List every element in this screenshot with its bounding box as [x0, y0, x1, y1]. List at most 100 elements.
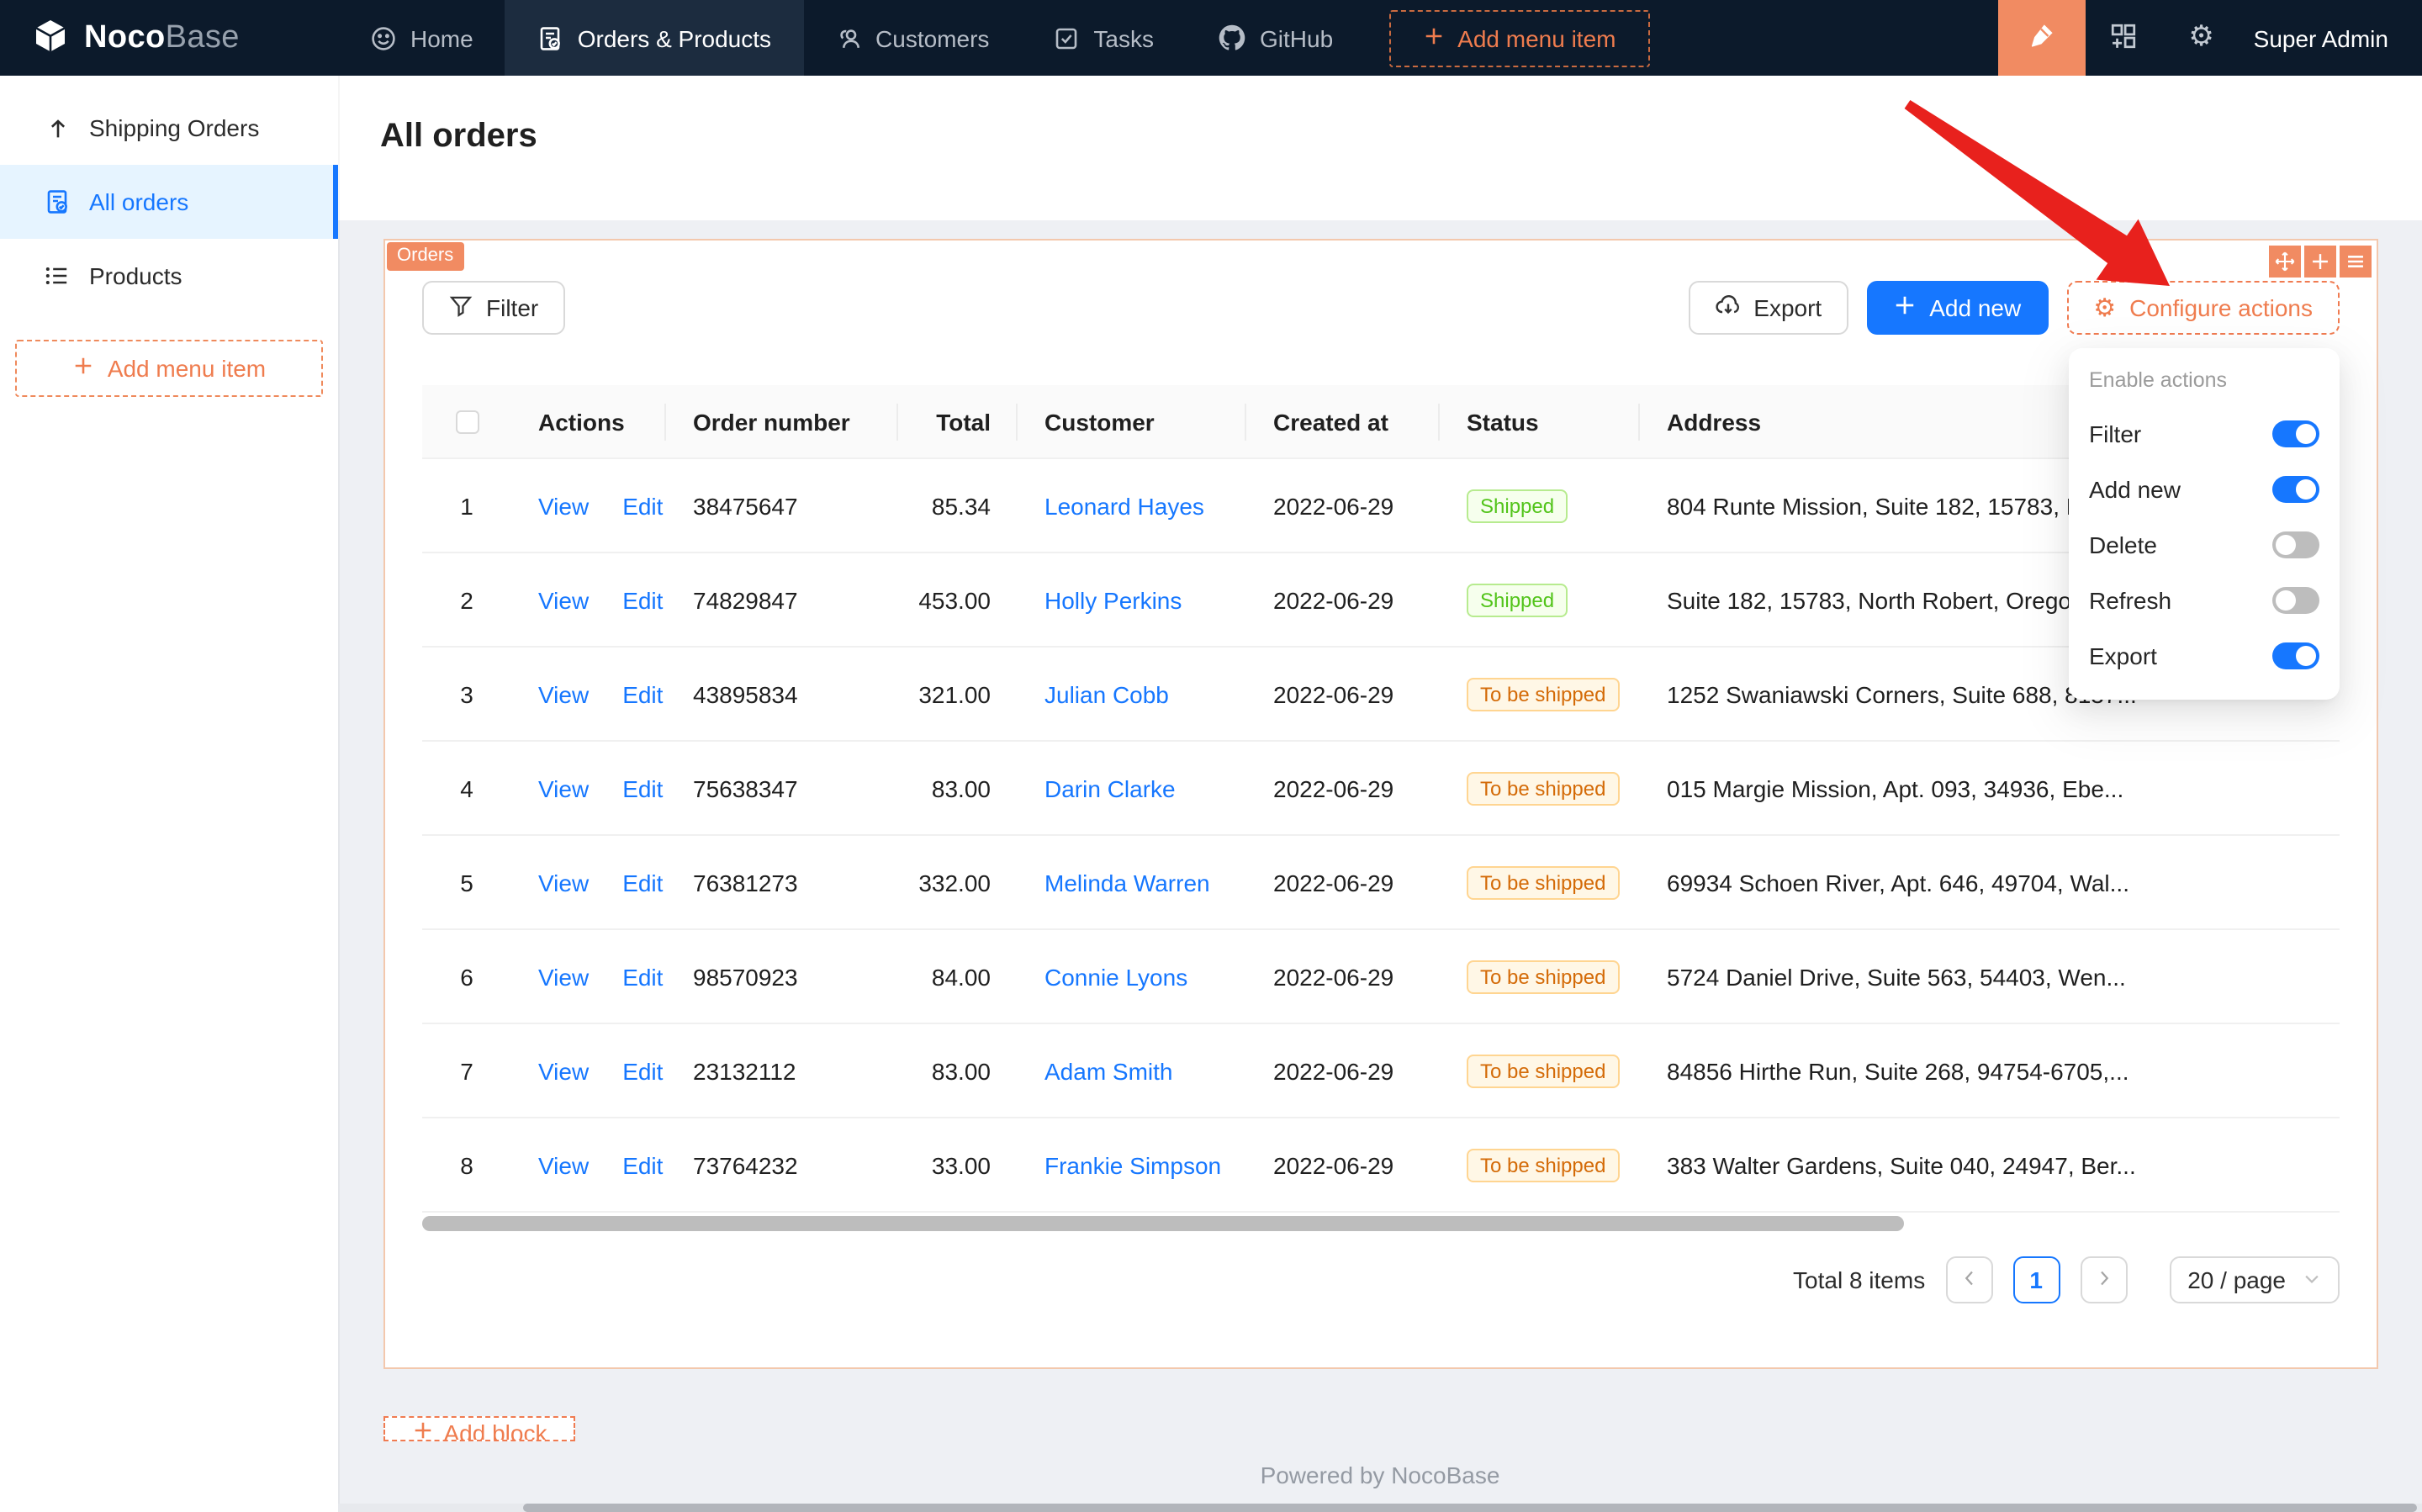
- orders-table-block: Orders Filter Export: [383, 239, 2378, 1369]
- add-new-button[interactable]: Add new: [1867, 281, 2049, 335]
- table-row: 8 View Edit 73764232 33.00 Frankie Simpson 202…: [422, 1118, 2340, 1213]
- customer-link[interactable]: Julian Cobb: [1044, 680, 1169, 707]
- block-settings-menu-icon[interactable]: [2340, 246, 2372, 278]
- header-cell-actions: Actions: [511, 403, 666, 440]
- nav-item-customers[interactable]: Customers: [803, 0, 1021, 76]
- cell-address: 1252 Swaniawski Corners, Suite 688, 8137…: [1667, 680, 2137, 707]
- customer-link[interactable]: Darin Clarke: [1044, 775, 1176, 801]
- table-header-row: Actions Order number Total Customer Created …: [422, 385, 2340, 459]
- toggle-delete[interactable]: [2272, 531, 2319, 558]
- header-cell-address: Address: [1667, 408, 1762, 435]
- view-link[interactable]: View: [538, 775, 590, 801]
- configure-actions-button[interactable]: ⚙ Configure actions: [2066, 281, 2340, 335]
- view-link[interactable]: View: [538, 680, 590, 707]
- plus-icon: [412, 1418, 434, 1440]
- row-actions: View Edit: [511, 680, 666, 707]
- status-badge: Shipped: [1467, 489, 1568, 522]
- cell-created-at: 2022-06-29: [1273, 775, 1394, 801]
- pen-icon: [2028, 21, 2056, 55]
- configure-actions-label: Configure actions: [2129, 294, 2313, 321]
- customer-link[interactable]: Leonard Hayes: [1044, 492, 1204, 519]
- status-badge: To be shipped: [1467, 960, 1620, 993]
- dropdown-item-add-new[interactable]: Add new: [2069, 461, 2340, 516]
- sidebar-add-menu-item-button[interactable]: Add menu item: [15, 340, 323, 397]
- user-menu[interactable]: Super Admin: [2253, 24, 2388, 51]
- cell-address: 84856 Hirthe Run, Suite 268, 94754-6705,…: [1667, 1057, 2129, 1084]
- row-actions: View Edit: [511, 1151, 666, 1178]
- page-size-select[interactable]: 20 / page: [2169, 1256, 2340, 1303]
- nocobase-logo[interactable]: NocoBase: [0, 0, 338, 76]
- ui-editor-button[interactable]: [1997, 0, 2086, 76]
- add-block-button[interactable]: Add block: [383, 1416, 575, 1441]
- toggle-filter[interactable]: [2272, 420, 2319, 447]
- customer-link[interactable]: Connie Lyons: [1044, 963, 1188, 990]
- customer-link[interactable]: Melinda Warren: [1044, 869, 1210, 896]
- cell-order-number: 43895834: [693, 680, 798, 707]
- next-page-button[interactable]: [2080, 1256, 2128, 1303]
- sidebar-item-label: Shipping Orders: [89, 114, 260, 141]
- view-link[interactable]: View: [538, 963, 590, 990]
- sidebar-item-all-orders[interactable]: All orders: [0, 165, 338, 239]
- filter-button[interactable]: Filter: [422, 281, 566, 335]
- dropdown-item-label: Delete: [2089, 531, 2157, 558]
- dropdown-item-refresh[interactable]: Refresh: [2069, 572, 2340, 627]
- edit-link[interactable]: Edit: [622, 963, 664, 990]
- view-link[interactable]: View: [538, 1057, 590, 1084]
- scrollbar-thumb[interactable]: [422, 1216, 1904, 1231]
- sidebar-item-shipping-orders[interactable]: Shipping Orders: [0, 91, 338, 165]
- row-index: 3: [460, 680, 473, 707]
- view-link[interactable]: View: [538, 869, 590, 896]
- toggle-export[interactable]: [2272, 642, 2319, 669]
- pagination-total: Total 8 items: [1793, 1266, 1926, 1293]
- edit-link[interactable]: Edit: [622, 492, 664, 519]
- filter-label: Filter: [486, 294, 539, 321]
- toggle-knob: [2276, 534, 2296, 554]
- customer-link[interactable]: Holly Perkins: [1044, 586, 1182, 613]
- nav-item-orders-products[interactable]: Orders & Products: [505, 0, 804, 76]
- edit-link[interactable]: Edit: [622, 869, 664, 896]
- dropdown-item-export[interactable]: Export: [2069, 627, 2340, 683]
- row-index: 1: [460, 492, 473, 519]
- toggle-refresh[interactable]: [2272, 586, 2319, 613]
- dropdown-item-delete[interactable]: Delete: [2069, 516, 2340, 572]
- drag-handle-icon[interactable]: [2269, 246, 2301, 278]
- toggle-knob: [2296, 645, 2316, 665]
- settings-button[interactable]: ⚙: [2163, 0, 2240, 76]
- add-block-icon[interactable]: [2304, 246, 2336, 278]
- export-button[interactable]: Export: [1688, 281, 1849, 335]
- chevron-left-icon: [1959, 1266, 1979, 1293]
- row-actions: View Edit: [511, 586, 666, 613]
- nav-item-tasks[interactable]: Tasks: [1021, 0, 1186, 76]
- cell-customer: Julian Cobb: [1018, 680, 1246, 707]
- cell-created-at: 2022-06-29: [1273, 492, 1394, 519]
- nav-item-github[interactable]: GitHub: [1186, 0, 1365, 76]
- cell-customer: Connie Lyons: [1018, 963, 1246, 990]
- edit-link[interactable]: Edit: [622, 1151, 664, 1178]
- nav-item-home[interactable]: Home: [338, 0, 505, 76]
- customer-link[interactable]: Adam Smith: [1044, 1057, 1173, 1084]
- edit-link[interactable]: Edit: [622, 1057, 664, 1084]
- view-link[interactable]: View: [538, 1151, 590, 1178]
- nav-item-label: GitHub: [1260, 24, 1334, 51]
- cell-total: 321.00: [918, 680, 991, 707]
- funnel-icon: [449, 293, 473, 322]
- dropdown-item-filter[interactable]: Filter: [2069, 405, 2340, 461]
- plugin-manager-button[interactable]: [2086, 0, 2163, 76]
- view-link[interactable]: View: [538, 492, 590, 519]
- cell-total: 85.34: [931, 492, 991, 519]
- chevron-down-icon: [2303, 1266, 2321, 1293]
- plus-icon: [1422, 24, 1444, 51]
- select-all-checkbox[interactable]: [455, 410, 479, 433]
- edit-link[interactable]: Edit: [622, 586, 664, 613]
- nav-add-menu-item-button[interactable]: Add menu item: [1388, 9, 1650, 66]
- browser-scrollbar-thumb[interactable]: [523, 1504, 2417, 1512]
- edit-link[interactable]: Edit: [622, 680, 664, 707]
- sidebar-item-products[interactable]: Products: [0, 239, 338, 313]
- page-1-button[interactable]: 1: [2012, 1256, 2060, 1303]
- cell-address: Suite 182, 15783, North Robert, Oregon: [1667, 586, 2085, 613]
- edit-link[interactable]: Edit: [622, 775, 664, 801]
- prev-page-button[interactable]: [1945, 1256, 1993, 1303]
- view-link[interactable]: View: [538, 586, 590, 613]
- toggle-add-new[interactable]: [2272, 475, 2319, 502]
- customer-link[interactable]: Frankie Simpson: [1044, 1151, 1222, 1178]
